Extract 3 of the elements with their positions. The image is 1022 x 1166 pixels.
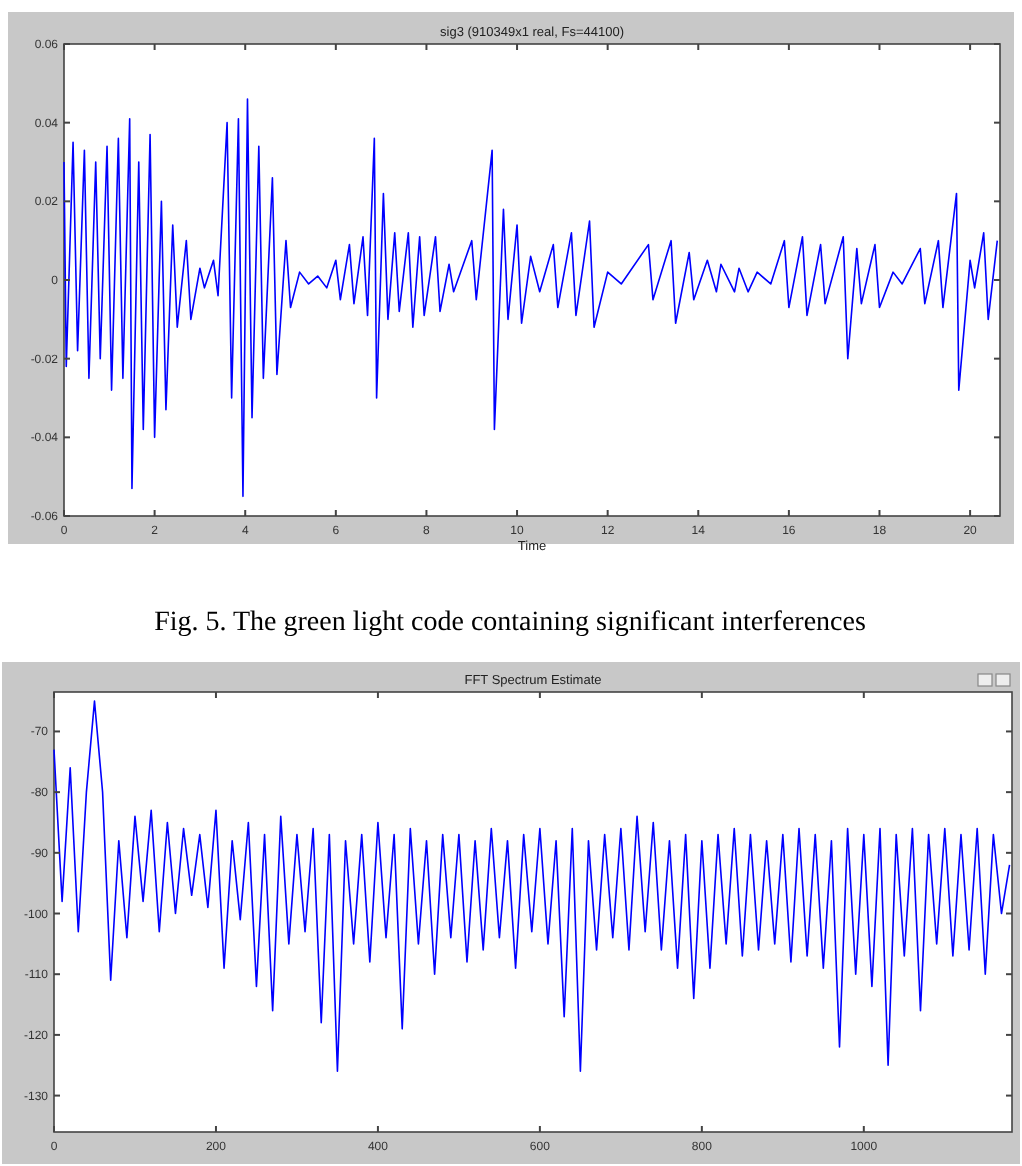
line-series: [63, 98, 999, 498]
caption: Fig. 5. The green light code containing significant interferences: [154, 608, 866, 638]
line-series: [53, 700, 1011, 1073]
